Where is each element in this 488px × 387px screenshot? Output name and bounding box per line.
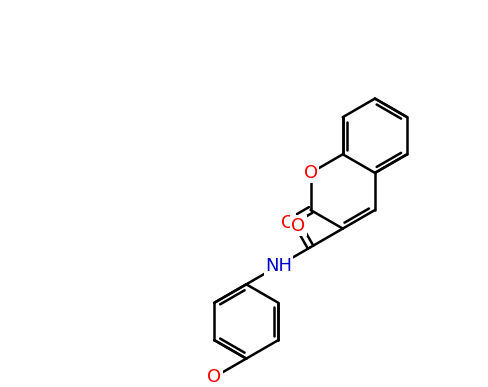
Text: O: O bbox=[291, 217, 305, 235]
Text: O: O bbox=[207, 368, 221, 386]
Text: O: O bbox=[281, 214, 295, 232]
Text: O: O bbox=[304, 164, 318, 182]
Text: NH: NH bbox=[265, 257, 292, 275]
